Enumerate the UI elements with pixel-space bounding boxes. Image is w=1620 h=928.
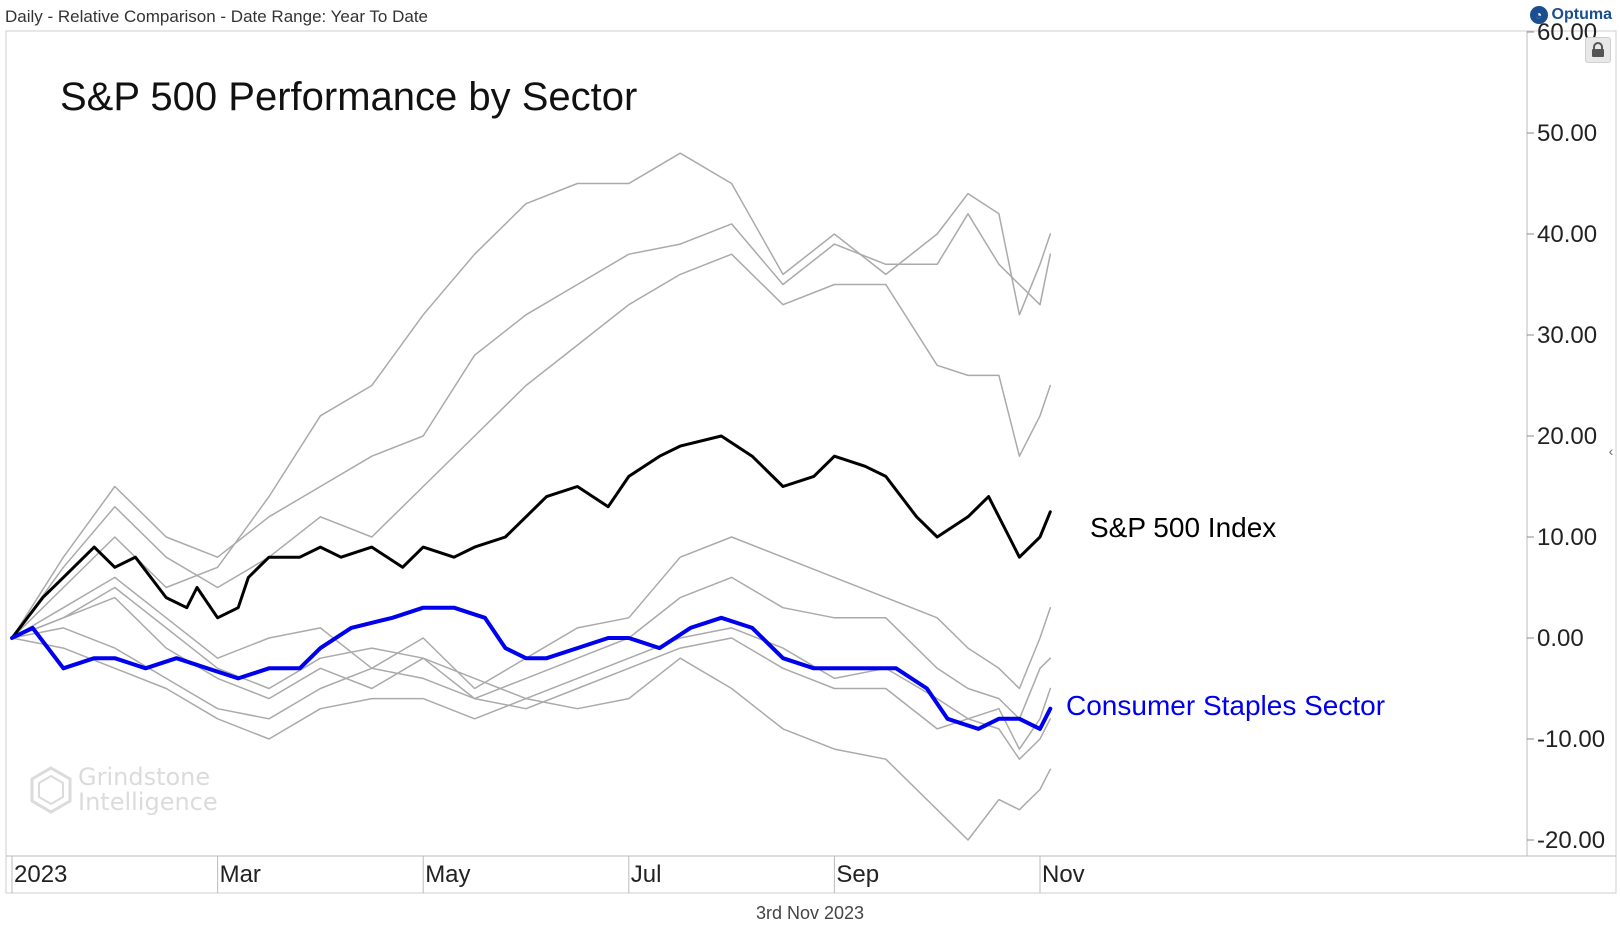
- hexagon-logo-icon: [30, 766, 72, 814]
- series-line-sector: [11, 536, 1052, 690]
- x-tick-label: May: [425, 861, 470, 888]
- y-tick-label: 40.00: [1537, 221, 1597, 248]
- optuma-icon: ◔: [1529, 6, 1548, 24]
- series-line-sector: [11, 253, 1052, 639]
- watermark-line2: Intelligence: [78, 788, 218, 816]
- y-tick-label: 10.00: [1537, 524, 1597, 551]
- chevron-left-icon: ‹: [1608, 443, 1614, 459]
- y-tick-label: 20.00: [1537, 423, 1597, 450]
- lock-icon: [1592, 42, 1604, 57]
- lock-button[interactable]: [1585, 37, 1611, 63]
- series-line-sector: [11, 627, 1052, 750]
- collapse-button[interactable]: ‹: [1604, 440, 1618, 462]
- y-tick-label: -20.00: [1537, 827, 1605, 854]
- brand-name: Optuma: [1551, 6, 1612, 23]
- chart-title: S&P 500 Performance by Sector: [60, 75, 637, 119]
- series-layer: [10, 152, 1053, 841]
- plot-frame: [5, 30, 1617, 894]
- y-tick-label: 0.00: [1537, 625, 1584, 652]
- x-tick-label: Sep: [836, 861, 879, 888]
- annotation-spx: S&P 500 Index: [1090, 512, 1276, 543]
- series-line-sector: [11, 213, 1052, 639]
- watermark: Grindstone Intelligence: [30, 765, 218, 815]
- y-tick-label: 30.00: [1537, 322, 1597, 349]
- annotation-staples: Consumer Staples Sector: [1066, 690, 1385, 721]
- series-line-consumer-staples: [10, 605, 1053, 731]
- chart-header: Daily - Relative Comparison - Date Range…: [5, 7, 429, 26]
- series-line-sector: [11, 637, 1052, 841]
- brand-logo: ◔ Optuma: [1529, 4, 1612, 26]
- series-line-sector: [11, 576, 1052, 720]
- footer-date: 3rd Nov 2023: [755, 903, 865, 923]
- grid-layer: [11, 856, 1041, 893]
- axis-layer: 60.0050.0040.0030.0020.0010.000.00-10.00…: [14, 19, 1605, 888]
- series-line-sp500: [10, 434, 1052, 640]
- watermark-line1: Grindstone: [78, 763, 211, 791]
- x-tick-label: Nov: [1042, 861, 1085, 888]
- y-tick-label: 50.00: [1537, 120, 1597, 147]
- y-tick-label: -10.00: [1537, 726, 1605, 753]
- x-tick-label: Jul: [631, 861, 662, 888]
- x-tick-label: 2023: [14, 861, 67, 888]
- x-tick-label: Mar: [220, 861, 261, 888]
- series-line-sector: [11, 586, 1052, 760]
- series-line-sector: [11, 152, 1052, 639]
